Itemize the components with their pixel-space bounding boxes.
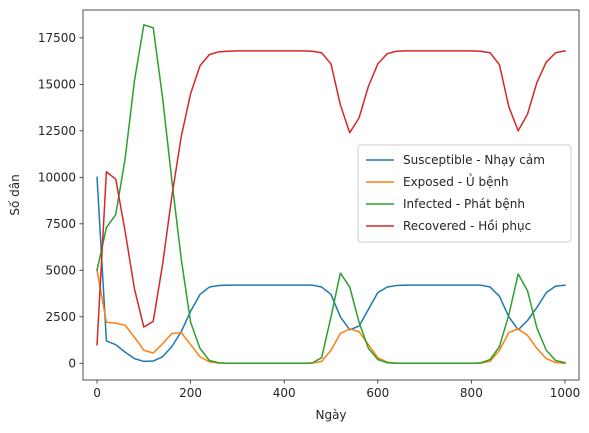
y-tick-label: 2500 bbox=[45, 310, 76, 324]
x-tick-label: 600 bbox=[366, 386, 389, 400]
y-axis: 0 2500 5000 7500 10000 12500 15000 17500 bbox=[38, 31, 83, 370]
legend-label-3: Infected - Phát bệnh bbox=[403, 197, 525, 211]
legend-box bbox=[357, 144, 572, 243]
lines-layer bbox=[96, 24, 566, 365]
series-line-2 bbox=[96, 269, 566, 365]
y-tick-label: 12500 bbox=[38, 124, 76, 138]
x-axis-label: Ngày bbox=[315, 408, 346, 422]
x-tick-label: 1000 bbox=[550, 386, 581, 400]
series-line-4 bbox=[96, 50, 566, 346]
x-tick-label: 800 bbox=[460, 386, 483, 400]
legend-label-1: Susceptible - Nhạy cảm bbox=[403, 153, 545, 167]
y-tick-label: 17500 bbox=[38, 31, 76, 45]
x-tick-label: 0 bbox=[93, 386, 101, 400]
legend-label-2: Exposed - Ủ bệnh bbox=[403, 173, 509, 189]
x-tick-label: 400 bbox=[273, 386, 296, 400]
x-axis: 0 200 400 600 800 1000 bbox=[93, 380, 580, 400]
y-tick-label: 10000 bbox=[38, 170, 76, 184]
x-tick-label: 200 bbox=[179, 386, 202, 400]
y-tick-label: 0 bbox=[68, 356, 76, 370]
y-axis-label: Số dân bbox=[8, 174, 22, 215]
legend-label-4: Recovered - Hồi phục bbox=[403, 219, 531, 233]
series-line-1 bbox=[96, 176, 566, 363]
series-line-3 bbox=[96, 24, 566, 365]
legend: Susceptible - Nhạy cảm Exposed - Ủ bệnh In… bbox=[357, 144, 572, 243]
y-tick-label: 15000 bbox=[38, 77, 76, 91]
y-tick-label: 7500 bbox=[45, 217, 76, 231]
plot-frame bbox=[82, 9, 580, 381]
y-tick-label: 5000 bbox=[45, 263, 76, 277]
